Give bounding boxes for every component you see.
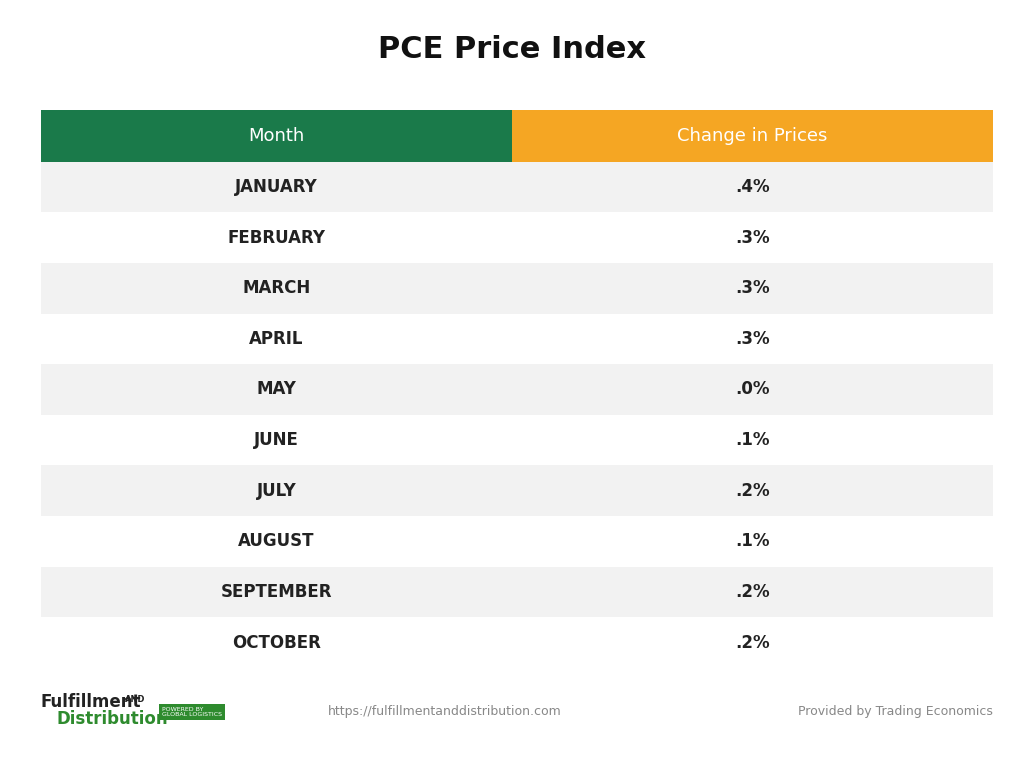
FancyBboxPatch shape	[41, 465, 512, 516]
Text: AND: AND	[125, 695, 145, 704]
FancyBboxPatch shape	[41, 110, 512, 162]
Text: Month: Month	[249, 127, 304, 145]
FancyBboxPatch shape	[41, 162, 512, 213]
Text: MAY: MAY	[257, 380, 296, 398]
Text: .2%: .2%	[735, 482, 770, 499]
FancyBboxPatch shape	[41, 617, 512, 668]
Text: Distribution: Distribution	[56, 710, 168, 728]
Text: Fulfillment: Fulfillment	[41, 693, 141, 711]
Text: POWERED BY
GLOBAL LOGISTICS: POWERED BY GLOBAL LOGISTICS	[162, 707, 222, 717]
FancyBboxPatch shape	[512, 263, 993, 313]
FancyBboxPatch shape	[41, 263, 512, 313]
FancyBboxPatch shape	[512, 364, 993, 414]
Text: Provided by Trading Economics: Provided by Trading Economics	[799, 704, 993, 718]
Text: https://fulfillmentanddistribution.com: https://fulfillmentanddistribution.com	[328, 704, 561, 718]
Text: .3%: .3%	[735, 279, 770, 298]
Text: APRIL: APRIL	[249, 330, 304, 348]
FancyBboxPatch shape	[41, 213, 512, 263]
FancyBboxPatch shape	[41, 567, 512, 617]
FancyBboxPatch shape	[41, 414, 512, 465]
Text: .3%: .3%	[735, 330, 770, 348]
FancyBboxPatch shape	[41, 313, 512, 364]
Text: PCE Price Index: PCE Price Index	[378, 35, 646, 64]
Text: MARCH: MARCH	[243, 279, 310, 298]
FancyBboxPatch shape	[512, 162, 993, 213]
FancyBboxPatch shape	[512, 110, 993, 162]
Text: Change in Prices: Change in Prices	[678, 127, 827, 145]
Text: JUNE: JUNE	[254, 431, 299, 449]
FancyBboxPatch shape	[512, 617, 993, 668]
Text: .4%: .4%	[735, 178, 770, 196]
Text: .2%: .2%	[735, 634, 770, 652]
Text: AUGUST: AUGUST	[239, 532, 314, 550]
FancyBboxPatch shape	[41, 516, 512, 567]
Text: .1%: .1%	[735, 431, 770, 449]
Text: .1%: .1%	[735, 532, 770, 550]
Text: JANUARY: JANUARY	[236, 178, 317, 196]
Text: OCTOBER: OCTOBER	[232, 634, 321, 652]
FancyBboxPatch shape	[512, 567, 993, 617]
FancyBboxPatch shape	[512, 516, 993, 567]
FancyBboxPatch shape	[512, 414, 993, 465]
FancyBboxPatch shape	[512, 313, 993, 364]
FancyBboxPatch shape	[41, 364, 512, 414]
Text: .2%: .2%	[735, 583, 770, 601]
Text: .3%: .3%	[735, 228, 770, 247]
Text: JULY: JULY	[257, 482, 296, 499]
FancyBboxPatch shape	[512, 213, 993, 263]
Text: SEPTEMBER: SEPTEMBER	[221, 583, 332, 601]
Text: .0%: .0%	[735, 380, 770, 398]
Text: FEBRUARY: FEBRUARY	[227, 228, 326, 247]
FancyBboxPatch shape	[512, 465, 993, 516]
